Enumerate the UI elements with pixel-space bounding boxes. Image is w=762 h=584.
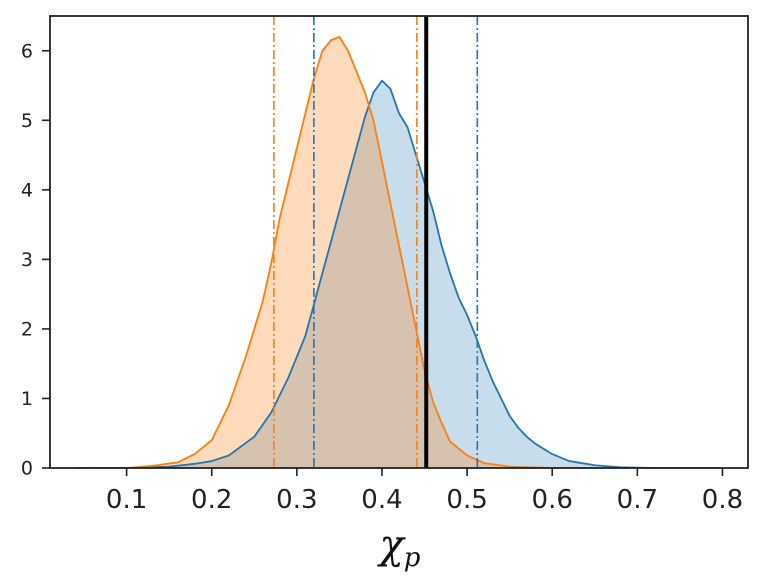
x-tick-label: 0.8	[702, 485, 743, 515]
x-tick-label: 0.3	[276, 485, 317, 515]
y-tick-label: 0	[21, 458, 33, 480]
density-fill-series-1	[75, 80, 723, 468]
plot-area	[75, 16, 723, 468]
density-line-series-1	[75, 79, 723, 468]
y-tick-label: 4	[21, 179, 33, 201]
x-tick-label: 0.7	[617, 485, 658, 515]
x-tick-label: 0.4	[361, 485, 402, 515]
x-axis-label-symbol: χ	[377, 522, 407, 568]
y-tick-label: 5	[21, 110, 33, 132]
y-tick-label: 1	[21, 388, 33, 410]
x-axis-label: χp	[377, 522, 421, 573]
density-line-series-2	[84, 35, 595, 468]
y-tick-label: 6	[21, 40, 33, 62]
x-tick-label: 0.5	[446, 485, 487, 515]
plot-frame	[49, 15, 749, 469]
x-tick-label: 0.2	[191, 485, 232, 515]
density-fill-series-2	[84, 36, 595, 468]
y-tick-label: 2	[21, 318, 33, 340]
x-axis-label-subscript: p	[404, 543, 421, 573]
x-tick-label: 0.6	[532, 485, 573, 515]
y-tick-label: 3	[21, 249, 33, 271]
axes: 0.1 0.2 0.3 0.4 0.5 0.6 0.7 0.8 0 1 2 3 4 5 6	[21, 15, 749, 515]
x-tick-label: 0.1	[106, 485, 147, 515]
plot-content	[75, 16, 723, 468]
